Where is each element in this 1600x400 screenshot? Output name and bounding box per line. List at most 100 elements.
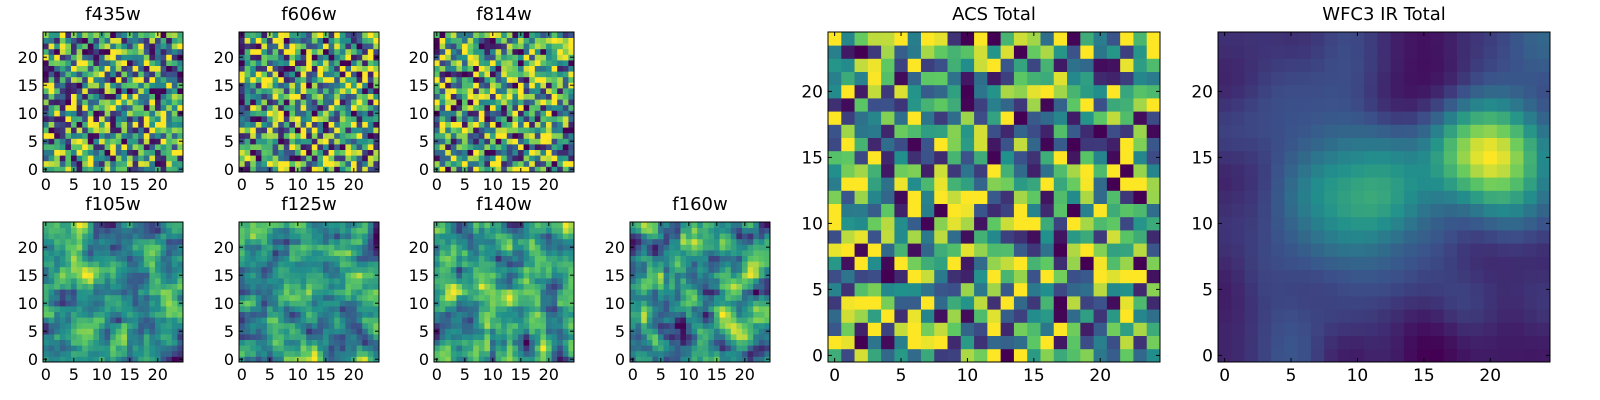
heatmap-cell bbox=[43, 149, 49, 156]
heatmap-cell bbox=[323, 155, 329, 162]
heatmap-cell bbox=[239, 144, 245, 150]
heatmap-cell bbox=[518, 37, 524, 44]
heatmap-cell bbox=[894, 203, 909, 218]
heatmap-cell bbox=[680, 311, 687, 318]
heatmap-cell bbox=[658, 283, 664, 290]
heatmap-cell bbox=[473, 266, 480, 273]
heatmap-cell bbox=[272, 289, 279, 296]
heatmap-cell bbox=[456, 54, 463, 61]
heatmap-cell bbox=[323, 71, 329, 78]
heatmap-cell bbox=[278, 116, 285, 122]
heatmap-cell bbox=[478, 294, 485, 301]
heatmap-cell bbox=[54, 250, 61, 256]
heatmap-cell bbox=[306, 255, 313, 262]
heatmap-cell bbox=[495, 127, 502, 134]
heatmap-cell bbox=[48, 93, 55, 100]
heatmap-cell bbox=[828, 164, 842, 178]
heatmap-cell bbox=[300, 345, 307, 352]
heatmap-cell bbox=[495, 306, 502, 312]
heatmap-cell bbox=[439, 160, 446, 167]
heatmap-cell bbox=[267, 48, 273, 55]
heatmap-cell bbox=[540, 132, 547, 139]
heatmap-cell bbox=[568, 88, 575, 94]
heatmap-cell bbox=[960, 296, 975, 310]
heatmap-cell bbox=[356, 300, 363, 307]
heatmap-cell bbox=[272, 138, 279, 145]
heatmap-cell bbox=[323, 144, 329, 150]
heatmap-cell bbox=[753, 272, 760, 279]
heatmap-cell bbox=[261, 132, 268, 139]
heatmap-cell bbox=[295, 278, 301, 284]
heatmap-cell bbox=[568, 104, 575, 111]
heatmap-cell bbox=[76, 317, 83, 324]
heatmap-cell bbox=[149, 328, 156, 335]
heatmap-cell bbox=[439, 266, 446, 273]
heatmap-cell bbox=[177, 345, 184, 352]
heatmap-cell bbox=[87, 155, 94, 162]
heatmap-cell bbox=[669, 266, 676, 273]
heatmap-cell bbox=[239, 104, 245, 111]
heatmap-cell bbox=[1053, 190, 1068, 204]
heatmap-cell bbox=[529, 289, 536, 296]
heatmap-cell bbox=[48, 138, 55, 145]
heatmap-cell bbox=[894, 243, 909, 257]
heatmap-cell bbox=[267, 127, 273, 134]
heatmap-cell bbox=[719, 289, 726, 296]
heatmap-cell bbox=[462, 138, 468, 145]
heatmap-cell bbox=[166, 160, 173, 167]
heatmap-cell bbox=[104, 32, 111, 38]
heatmap-cell bbox=[289, 43, 296, 50]
heatmap-cell bbox=[987, 256, 1002, 270]
heatmap-cell bbox=[339, 222, 346, 228]
heatmap-cell bbox=[367, 76, 374, 83]
heatmap-cell bbox=[467, 350, 474, 357]
heatmap-cell bbox=[708, 278, 715, 284]
heatmap-cell bbox=[1080, 190, 1094, 204]
heatmap-cell bbox=[462, 300, 468, 307]
heatmap-cell bbox=[48, 65, 55, 72]
heatmap-cell bbox=[160, 227, 167, 234]
heatmap-cell bbox=[736, 250, 743, 256]
heatmap-cell bbox=[506, 266, 513, 273]
heatmap-cell bbox=[907, 256, 922, 270]
heatmap-cell bbox=[1000, 256, 1015, 270]
heatmap-cell bbox=[306, 278, 313, 284]
heatmap-cell bbox=[534, 71, 541, 78]
heatmap-cell bbox=[143, 250, 150, 256]
heatmap-cell bbox=[149, 294, 156, 301]
heatmap-cell bbox=[317, 356, 324, 363]
heatmap-cell bbox=[155, 283, 161, 290]
heatmap-cell bbox=[115, 294, 122, 301]
heatmap-cell bbox=[300, 350, 307, 357]
heatmap-cell bbox=[478, 104, 485, 111]
heatmap-cell bbox=[974, 177, 988, 191]
heatmap-cell bbox=[250, 311, 257, 318]
heatmap-cell bbox=[339, 227, 346, 234]
heatmap-cell bbox=[568, 233, 575, 240]
heatmap-cell bbox=[43, 43, 49, 50]
heatmap-cell bbox=[473, 222, 480, 228]
heatmap-cell bbox=[177, 88, 184, 94]
heatmap-cell bbox=[272, 300, 279, 307]
heatmap-cell bbox=[306, 65, 313, 72]
heatmap-cell bbox=[445, 345, 452, 352]
heatmap-cell bbox=[540, 104, 547, 111]
heatmap-cell bbox=[155, 93, 161, 100]
heatmap-cell bbox=[99, 238, 105, 245]
heatmap-cell bbox=[334, 278, 341, 284]
heatmap-cell bbox=[450, 116, 457, 122]
heatmap-cell bbox=[104, 99, 111, 106]
heatmap-cell bbox=[445, 322, 452, 329]
heatmap-cell bbox=[529, 311, 536, 318]
heatmap-cell bbox=[93, 116, 100, 122]
heatmap-cell bbox=[87, 110, 94, 117]
heatmap-cell bbox=[323, 350, 329, 357]
heatmap-cell bbox=[490, 93, 496, 100]
heatmap-cell bbox=[239, 65, 245, 72]
heatmap-cell bbox=[87, 350, 94, 357]
heatmap-cell bbox=[255, 272, 262, 279]
heatmap-cell bbox=[445, 306, 452, 312]
heatmap-cell bbox=[540, 110, 547, 117]
heatmap-cell bbox=[764, 322, 771, 329]
heatmap-cell bbox=[473, 88, 480, 94]
